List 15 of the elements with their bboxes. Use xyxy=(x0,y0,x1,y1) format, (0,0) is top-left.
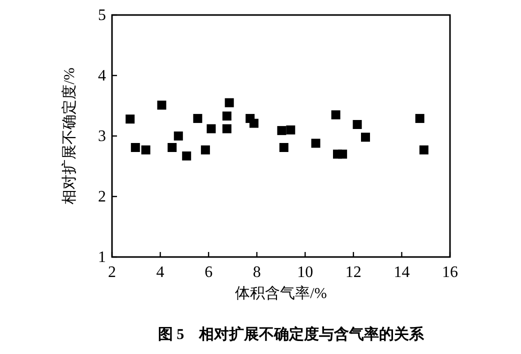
x-tick-label: 4 xyxy=(156,264,164,281)
x-axis-title: 体积含气率/% xyxy=(235,285,327,302)
x-tick-label: 8 xyxy=(252,264,261,281)
y-tick-label: 4 xyxy=(98,68,106,84)
x-tick-label: 6 xyxy=(204,264,213,281)
x-tick-label: 12 xyxy=(345,264,362,281)
y-tick-label: 5 xyxy=(98,7,106,24)
x-tick-label: 10 xyxy=(297,264,314,281)
y-tick-label: 3 xyxy=(98,128,106,145)
text: 图 5 相对扩展不确定度与含气率的关系 xyxy=(158,325,426,343)
x-tick-label: 16 xyxy=(442,264,458,281)
y-axis-title: 相对扩展不确定度/% xyxy=(61,68,78,204)
y-tick-label: 1 xyxy=(98,249,106,266)
x-tick-label: 14 xyxy=(394,264,410,281)
y-tick-label: 2 xyxy=(98,188,106,206)
